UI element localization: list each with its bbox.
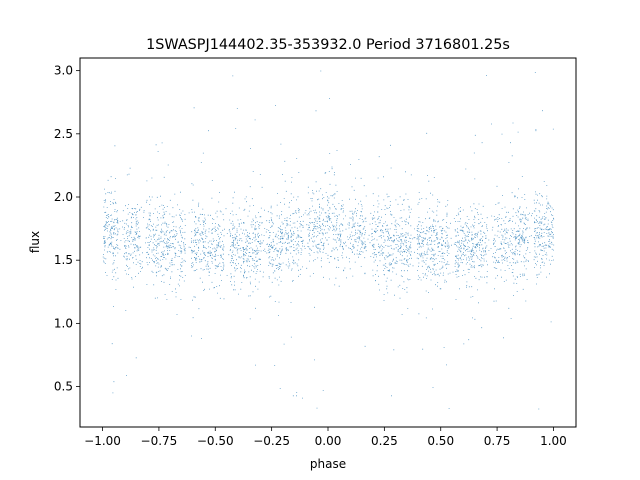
x-axis: −1.00 −0.75 −0.50 −0.25 0.00 0.25 0.50 0.75 1.00 [84,427,567,448]
data-points [102,70,555,410]
x-tick-label: −0.75 [141,434,178,448]
y-tick-label: 1.5 [54,253,73,267]
x-tick-label: −1.00 [84,434,121,448]
x-tick-label: 0.00 [315,434,342,448]
y-tick-label: 3.0 [54,64,73,78]
x-tick-label: 0.25 [371,434,398,448]
y-axis: 0.5 1.0 1.5 2.0 2.5 3.0 [54,64,80,394]
y-axis-label: flux [28,231,42,253]
x-tick-label: 0.50 [427,434,454,448]
y-tick-label: 2.5 [54,127,73,141]
y-tick-label: 1.0 [54,316,73,330]
flux-points [102,70,555,410]
x-tick-label: −0.25 [253,434,290,448]
x-axis-label: phase [310,457,346,471]
y-tick-label: 2.0 [54,190,73,204]
chart-title: 1SWASPJ144402.35-353932.0 Period 3716801… [146,37,510,53]
y-tick-label: 0.5 [54,380,73,394]
x-tick-label: 0.75 [484,434,511,448]
x-tick-label: −0.50 [197,434,234,448]
x-tick-label: 1.00 [540,434,567,448]
